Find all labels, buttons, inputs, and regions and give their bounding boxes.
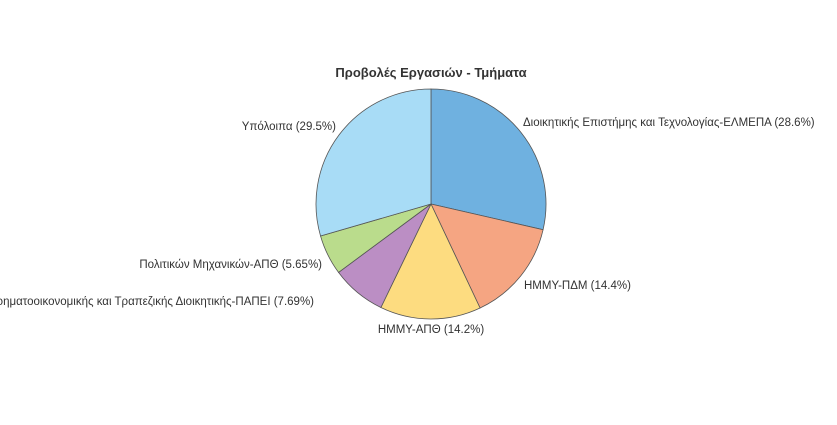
pie-labels: Διοικητικής Επιστήμης και Τεχνολογίας-ΕΛ…: [0, 117, 815, 336]
slice-label: Πολιτικών Μηχανικών-ΑΠΘ (5.65%): [139, 259, 322, 271]
pie-slice: [430, 88, 547, 231]
slice-label: Χρηματοοικονομικής και Τραπεζικής Διοικη…: [0, 296, 314, 308]
slice-label: Υπόλοιπα (29.5%): [242, 121, 336, 133]
pie-slice: [430, 203, 544, 309]
pie-slice: [315, 88, 432, 237]
slice-label: ΗΜΜΥ-ΠΔΜ (14.4%): [524, 280, 631, 292]
pie-slices: [315, 88, 547, 320]
slice-label: Διοικητικής Επιστήμης και Τεχνολογίας-ΕΛ…: [523, 117, 815, 129]
pie-slice: [380, 203, 481, 320]
chart-title: Προβολές Εργασιών - Τμήματα: [335, 65, 526, 80]
slice-label: ΗΜΜΥ-ΑΠΘ (14.2%): [378, 324, 484, 336]
